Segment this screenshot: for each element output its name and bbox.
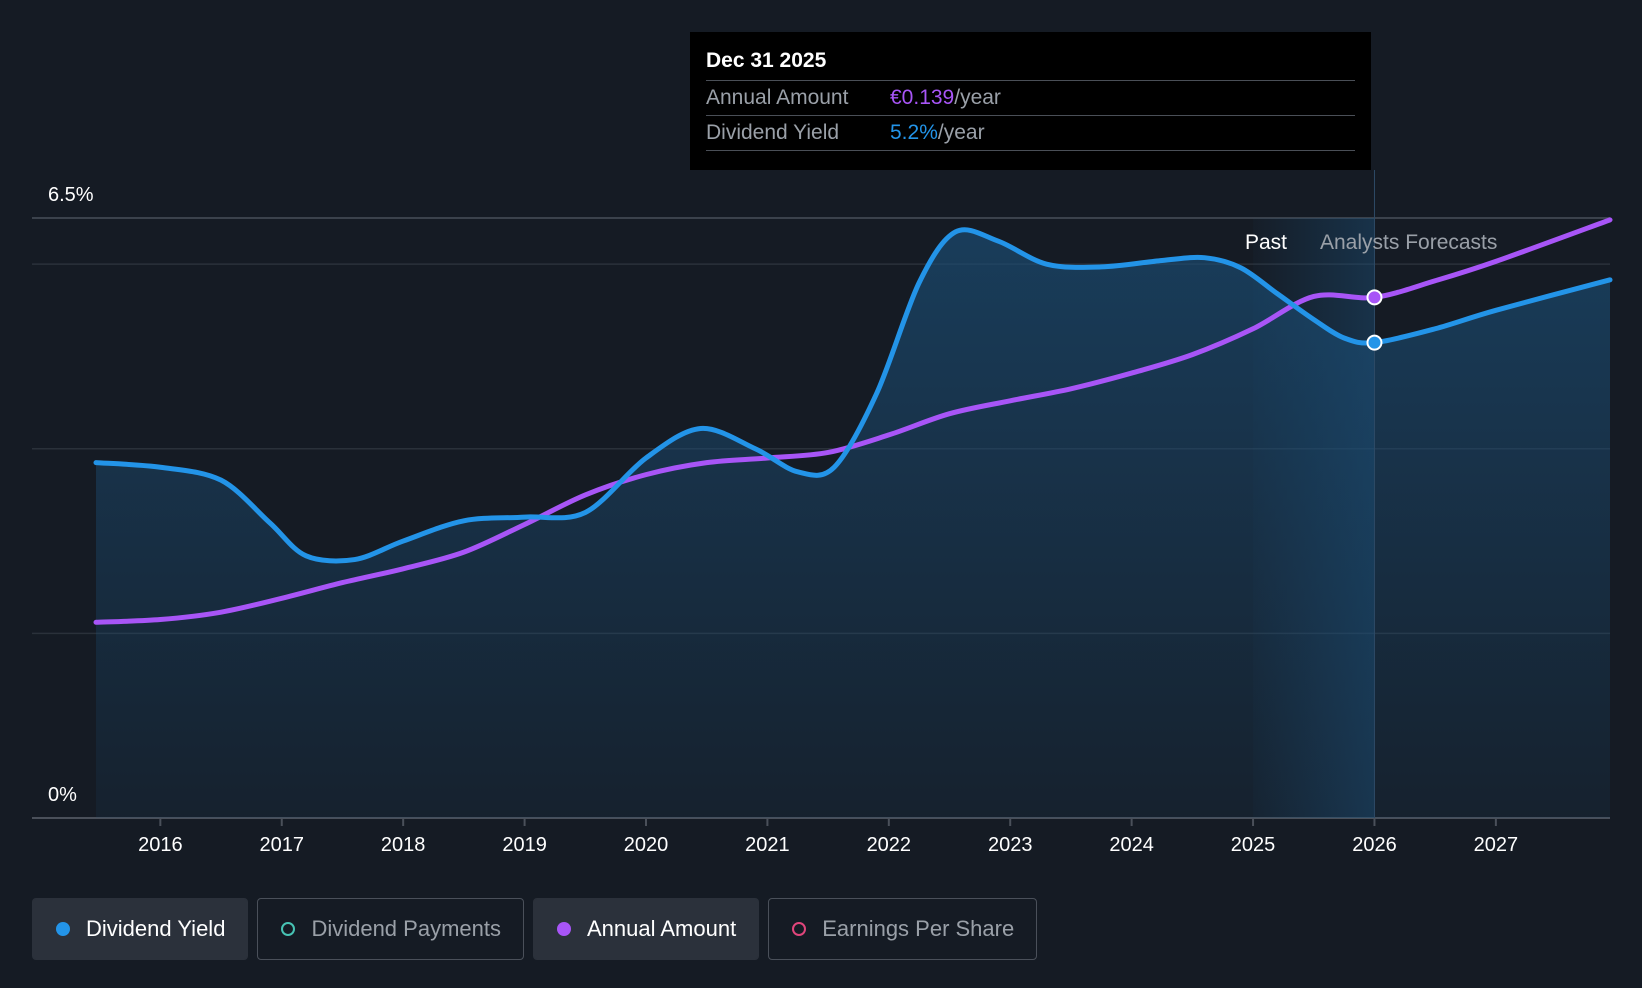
annual-amount-dot-icon <box>556 922 571 936</box>
annual-amount-line <box>93 217 1613 625</box>
legend-label: Annual Amount <box>586 916 737 941</box>
legend: Dividend Yield Dividend Payments Annual … <box>32 898 1038 960</box>
dividend-yield-area <box>96 229 1610 818</box>
dividend-payments-circle-icon <box>281 922 296 936</box>
earnings-per-share-circle-icon <box>792 922 807 936</box>
dividend-chart: 6.5% 0% Past Analysts Forecasts 2016 2017… <box>32 170 1613 856</box>
y-axis-max-label: 6.5% <box>48 184 94 206</box>
x-tick-label: 2025 <box>1231 834 1276 856</box>
dividend-yield-line <box>93 227 1613 564</box>
tooltip-annual-value: €0.139 <box>890 86 955 109</box>
x-tick-label: 2019 <box>502 834 547 856</box>
tooltip-yield-row: Dividend Yield 5.2% /year <box>706 116 1355 151</box>
dividend-yield-dot-icon <box>56 922 70 936</box>
tooltip-annual-row: Annual Amount €0.139 /year <box>706 81 1355 116</box>
tooltip-yield-unit: /year <box>937 121 985 144</box>
tooltip: Dec 31 2025 Annual Amount €0.139 /year D… <box>690 32 1371 170</box>
legend-label: Earnings Per Share <box>822 916 1015 941</box>
tooltip-date: Dec 31 2025 <box>706 46 1355 81</box>
y-axis-min-label: 0% <box>48 784 77 806</box>
legend-dividend-payments[interactable]: Dividend Payments <box>257 898 524 960</box>
x-tick-label: 2018 <box>381 834 426 856</box>
x-tick-label: 2017 <box>260 834 305 856</box>
past-label: Past <box>1245 231 1287 254</box>
tooltip-yield-value: 5.2% <box>890 121 938 144</box>
legend-label: Dividend Yield <box>86 916 226 941</box>
tooltip-yield-label: Dividend Yield <box>706 121 840 144</box>
x-tick-label: 2016 <box>138 834 183 856</box>
x-tick-label: 2021 <box>745 834 790 856</box>
x-tick-label: 2026 <box>1352 834 1397 856</box>
x-tick-label: 2020 <box>624 834 669 856</box>
x-tick-label: 2022 <box>867 834 912 856</box>
annual-amount-marker <box>1366 289 1383 306</box>
x-tick-label: 2024 <box>1109 834 1154 856</box>
tooltip-annual-label: Annual Amount <box>706 86 849 109</box>
legend-annual-amount[interactable]: Annual Amount <box>532 898 760 960</box>
forecast-label: Analysts Forecasts <box>1320 231 1497 254</box>
legend-label: Dividend Payments <box>311 916 501 941</box>
x-tick-label: 2027 <box>1474 834 1519 856</box>
tooltip-annual-unit: /year <box>954 86 1001 109</box>
legend-earnings-per-share[interactable]: Earnings Per Share <box>768 898 1038 960</box>
legend-dividend-yield[interactable]: Dividend Yield <box>32 898 249 960</box>
dividend-yield-marker <box>1366 334 1383 351</box>
x-tick-label: 2023 <box>988 834 1033 856</box>
